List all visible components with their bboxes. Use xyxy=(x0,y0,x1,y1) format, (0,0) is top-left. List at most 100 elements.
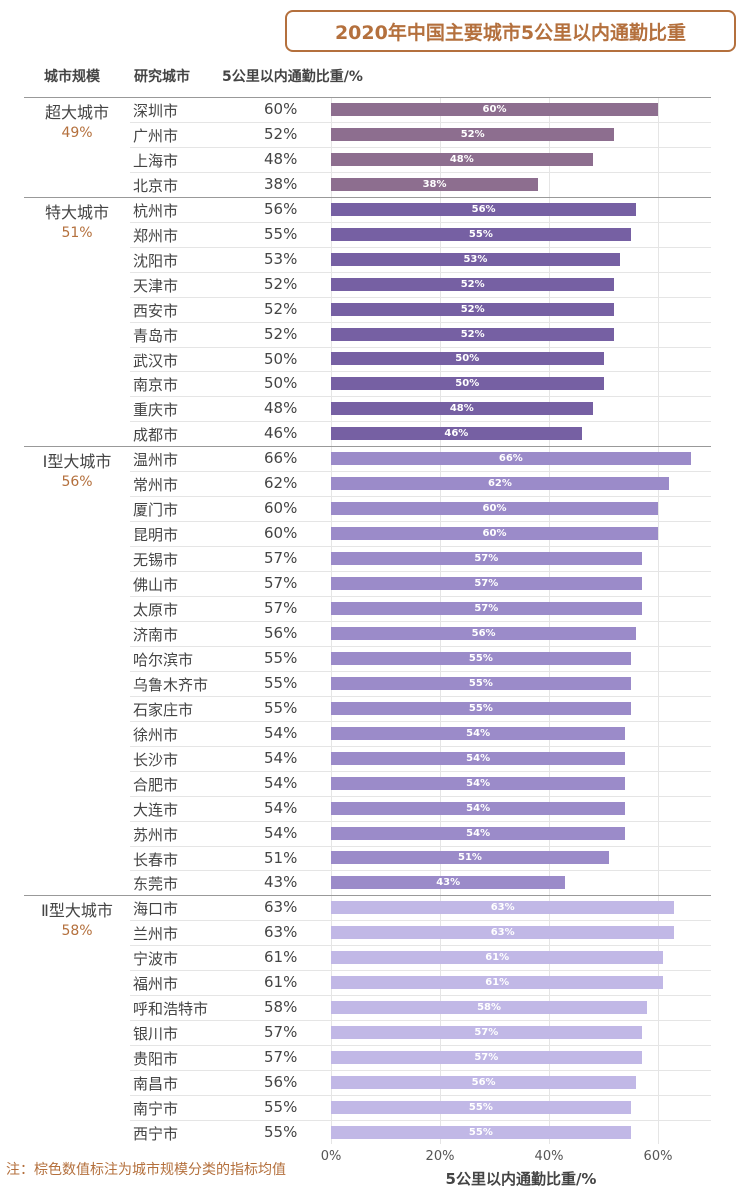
city-name: 武汉市 xyxy=(133,351,179,370)
row-divider xyxy=(130,845,711,847)
city-percent: 57% xyxy=(264,1023,298,1042)
city-percent: 51% xyxy=(264,848,298,867)
x-gridline xyxy=(658,97,659,1144)
row-divider xyxy=(130,421,711,423)
city-percent: 48% xyxy=(264,149,298,168)
row-divider xyxy=(130,571,711,573)
bar: 56% xyxy=(331,202,637,216)
bar: 62% xyxy=(331,477,669,491)
x-tick-label: 20% xyxy=(425,1149,455,1164)
group-separator xyxy=(24,196,711,198)
row-divider xyxy=(130,920,711,922)
row-divider xyxy=(130,296,711,298)
bar: 61% xyxy=(331,951,664,965)
city-name: 哈尔滨市 xyxy=(133,650,194,669)
row-divider xyxy=(130,346,711,348)
group-name: 超大城市 xyxy=(44,103,109,122)
row-divider xyxy=(130,870,711,872)
bar: 55% xyxy=(331,651,631,665)
city-name: 南宁市 xyxy=(133,1100,179,1118)
column-header-city-scale: 城市规模 xyxy=(44,69,100,85)
row-divider xyxy=(130,546,711,548)
city-name: 呼和浩特市 xyxy=(133,1000,209,1019)
bar: 63% xyxy=(331,926,675,940)
bar: 48% xyxy=(331,402,593,416)
city-name: 温州市 xyxy=(133,451,179,470)
city-percent: 43% xyxy=(264,873,298,892)
city-percent: 54% xyxy=(264,798,298,817)
city-name: 海口市 xyxy=(133,900,179,919)
city-percent: 50% xyxy=(264,349,298,368)
row-divider xyxy=(130,995,711,997)
city-percent: 63% xyxy=(264,898,298,917)
bar: 50% xyxy=(331,352,604,366)
city-name: 贵阳市 xyxy=(133,1050,179,1069)
group-average: 49% xyxy=(61,125,93,141)
bar: 66% xyxy=(331,452,691,466)
city-name: 上海市 xyxy=(133,151,179,170)
city-name: 兰州市 xyxy=(133,925,179,944)
bar: 55% xyxy=(331,1100,631,1114)
x-tick-label: 60% xyxy=(643,1149,673,1164)
city-name: 常州市 xyxy=(133,476,179,495)
city-percent: 56% xyxy=(264,1073,298,1092)
city-name: 长春市 xyxy=(133,850,179,869)
city-percent: 54% xyxy=(264,823,298,842)
bar: 51% xyxy=(331,851,609,865)
row-divider xyxy=(130,745,711,747)
row-divider xyxy=(130,695,711,697)
city-name: 无锡市 xyxy=(133,551,179,570)
city-name: 徐州市 xyxy=(133,725,179,744)
row-divider xyxy=(130,1095,711,1096)
bar: 54% xyxy=(331,776,626,790)
group-average: 51% xyxy=(61,224,93,241)
bar: 54% xyxy=(331,726,626,740)
table-top-line xyxy=(24,97,711,98)
row-divider xyxy=(130,820,711,822)
row-divider xyxy=(130,521,711,523)
city-name: 郑州市 xyxy=(133,226,179,245)
chart-table: 超大城市 49% 深圳市 60% 60% 广州市 52% 52% 上海市 48% 48% 北京市 38%… xyxy=(24,97,711,1144)
bar: 48% xyxy=(331,152,593,166)
bar: 60% xyxy=(331,102,658,116)
city-percent: 62% xyxy=(264,474,298,493)
bar: 43% xyxy=(331,876,566,890)
city-name: 济南市 xyxy=(133,625,179,644)
city-percent: 60% xyxy=(264,524,298,543)
row-divider xyxy=(130,1020,711,1022)
x-gridline xyxy=(331,97,332,1144)
row-divider xyxy=(130,271,711,273)
city-percent: 66% xyxy=(264,449,298,468)
row-divider xyxy=(130,596,711,597)
bar: 55% xyxy=(331,1125,631,1139)
city-name: 厦门市 xyxy=(133,501,179,520)
bar: 57% xyxy=(331,1051,642,1065)
row-divider xyxy=(130,970,711,972)
row-divider xyxy=(130,620,711,622)
bar: 57% xyxy=(331,577,642,591)
city-percent: 52% xyxy=(264,324,298,343)
row-divider xyxy=(130,795,711,797)
row-divider xyxy=(130,645,711,647)
city-percent: 57% xyxy=(264,599,298,617)
city-name: 苏州市 xyxy=(133,825,179,844)
row-divider xyxy=(130,246,711,248)
city-name: 成都市 xyxy=(133,426,179,445)
bar: 52% xyxy=(331,327,615,341)
city-percent: 63% xyxy=(264,923,298,942)
city-percent: 52% xyxy=(264,274,298,293)
city-percent: 48% xyxy=(264,399,298,418)
city-percent: 55% xyxy=(264,648,298,667)
row-divider xyxy=(130,770,711,772)
city-name: 银川市 xyxy=(133,1025,179,1044)
x-gridline xyxy=(440,97,441,1144)
row-divider xyxy=(130,396,711,398)
city-percent: 54% xyxy=(264,773,298,792)
group-average: 56% xyxy=(61,474,93,491)
group-separator xyxy=(24,895,711,897)
city-percent: 38% xyxy=(264,174,298,193)
city-name: 佛山市 xyxy=(133,576,179,595)
city-name: 北京市 xyxy=(133,176,179,195)
city-name: 沈阳市 xyxy=(133,251,179,270)
city-name: 天津市 xyxy=(133,276,179,295)
